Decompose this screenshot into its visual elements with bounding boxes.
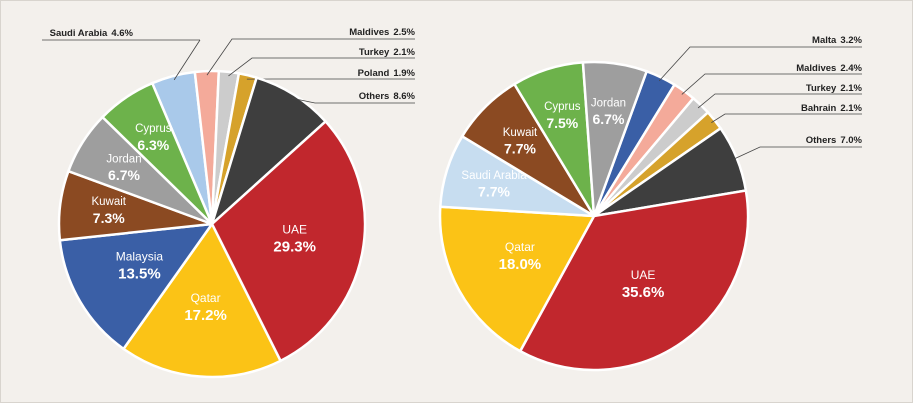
slice-value: 8.6%: [393, 91, 415, 102]
leader-line: [173, 39, 201, 81]
slice-label: Maldives 2.4%: [796, 63, 862, 74]
leader-line: [681, 73, 862, 95]
pie-slice: [438, 205, 597, 353]
slice-value: 2.4%: [840, 63, 862, 74]
slice-name: Maldives: [796, 63, 836, 74]
slice-value: 7.5%: [546, 115, 578, 131]
slice-label: Saudi Arabia 4.6%: [50, 28, 134, 39]
pie-slice: [210, 119, 367, 363]
leader-line: [732, 146, 862, 160]
slice-name: Others: [806, 135, 837, 146]
slice-name: Bahrain: [801, 103, 837, 114]
slice-name: Kuwait: [503, 127, 538, 139]
slice-name: Malaysia: [116, 250, 164, 264]
slice-value: 2.1%: [840, 83, 862, 94]
slice-name: Qatar: [191, 291, 221, 305]
slice-value: 7.3%: [93, 210, 125, 226]
slice-value: 4.6%: [111, 28, 133, 39]
slice-value: 13.5%: [118, 266, 161, 283]
slice-label: Maldives 2.5%: [349, 27, 415, 38]
slice-name: Cyprus: [135, 123, 172, 135]
slice-name: Saudi Arabia: [461, 170, 527, 182]
leader-line: [658, 46, 862, 82]
pie-slice: [100, 81, 214, 225]
slice-name: Jordan: [591, 97, 626, 109]
slice-label: Poland 1.9%: [358, 68, 416, 79]
slice-label: Bahrain 2.1%: [801, 103, 863, 114]
slice-value: 7.0%: [840, 135, 862, 146]
slice-value: 7.7%: [478, 184, 510, 200]
leader-line: [228, 57, 415, 77]
slice-name: Malta: [812, 35, 837, 46]
slice-name: Turkey: [806, 83, 837, 94]
leader-line: [291, 97, 415, 104]
slice-label: Others 8.6%: [359, 91, 416, 102]
slice-value: 6.7%: [108, 167, 140, 183]
slice-name: Jordan: [106, 153, 141, 165]
leader-line: [206, 38, 415, 76]
slice-name: Qatar: [505, 240, 535, 254]
slice-name: Cyprus: [544, 101, 581, 113]
slice-value: 18.0%: [499, 256, 542, 273]
slice-value: 2.1%: [393, 47, 415, 58]
slice-name: Poland: [358, 68, 390, 79]
slice-value: 29.3%: [273, 239, 316, 256]
leader-line: [697, 93, 862, 109]
slice-name: Maldives: [349, 27, 389, 38]
slice-value: 6.7%: [593, 111, 625, 127]
pie-slice: [209, 76, 328, 228]
slice-name: Others: [359, 91, 390, 102]
pie-slice: [58, 222, 215, 351]
slice-label: Others 7.0%: [806, 135, 863, 146]
slice-name: UAE: [631, 268, 656, 282]
pie-slice: [581, 60, 649, 217]
slice-value: 7.7%: [504, 141, 536, 157]
slice-name: UAE: [282, 223, 307, 237]
slice-label: Turkey 2.1%: [806, 83, 863, 94]
slice-name: Turkey: [359, 47, 390, 58]
slice-label: Turkey 2.1%: [359, 47, 416, 58]
slice-value: 6.3%: [137, 137, 169, 153]
leader-line: [711, 113, 862, 123]
slice-value: 1.9%: [393, 68, 415, 79]
slice-label: Malta 3.2%: [812, 35, 863, 46]
slice-value: 2.1%: [840, 103, 862, 114]
slice-name: Saudi Arabia: [50, 28, 108, 39]
slice-name: Kuwait: [91, 196, 126, 208]
slice-value: 35.6%: [622, 284, 665, 301]
slice-value: 17.2%: [184, 307, 227, 324]
pie-slice: [518, 189, 750, 372]
slice-value: 3.2%: [840, 35, 862, 46]
pie-slice: [121, 221, 283, 379]
slice-value: 2.5%: [393, 27, 415, 38]
